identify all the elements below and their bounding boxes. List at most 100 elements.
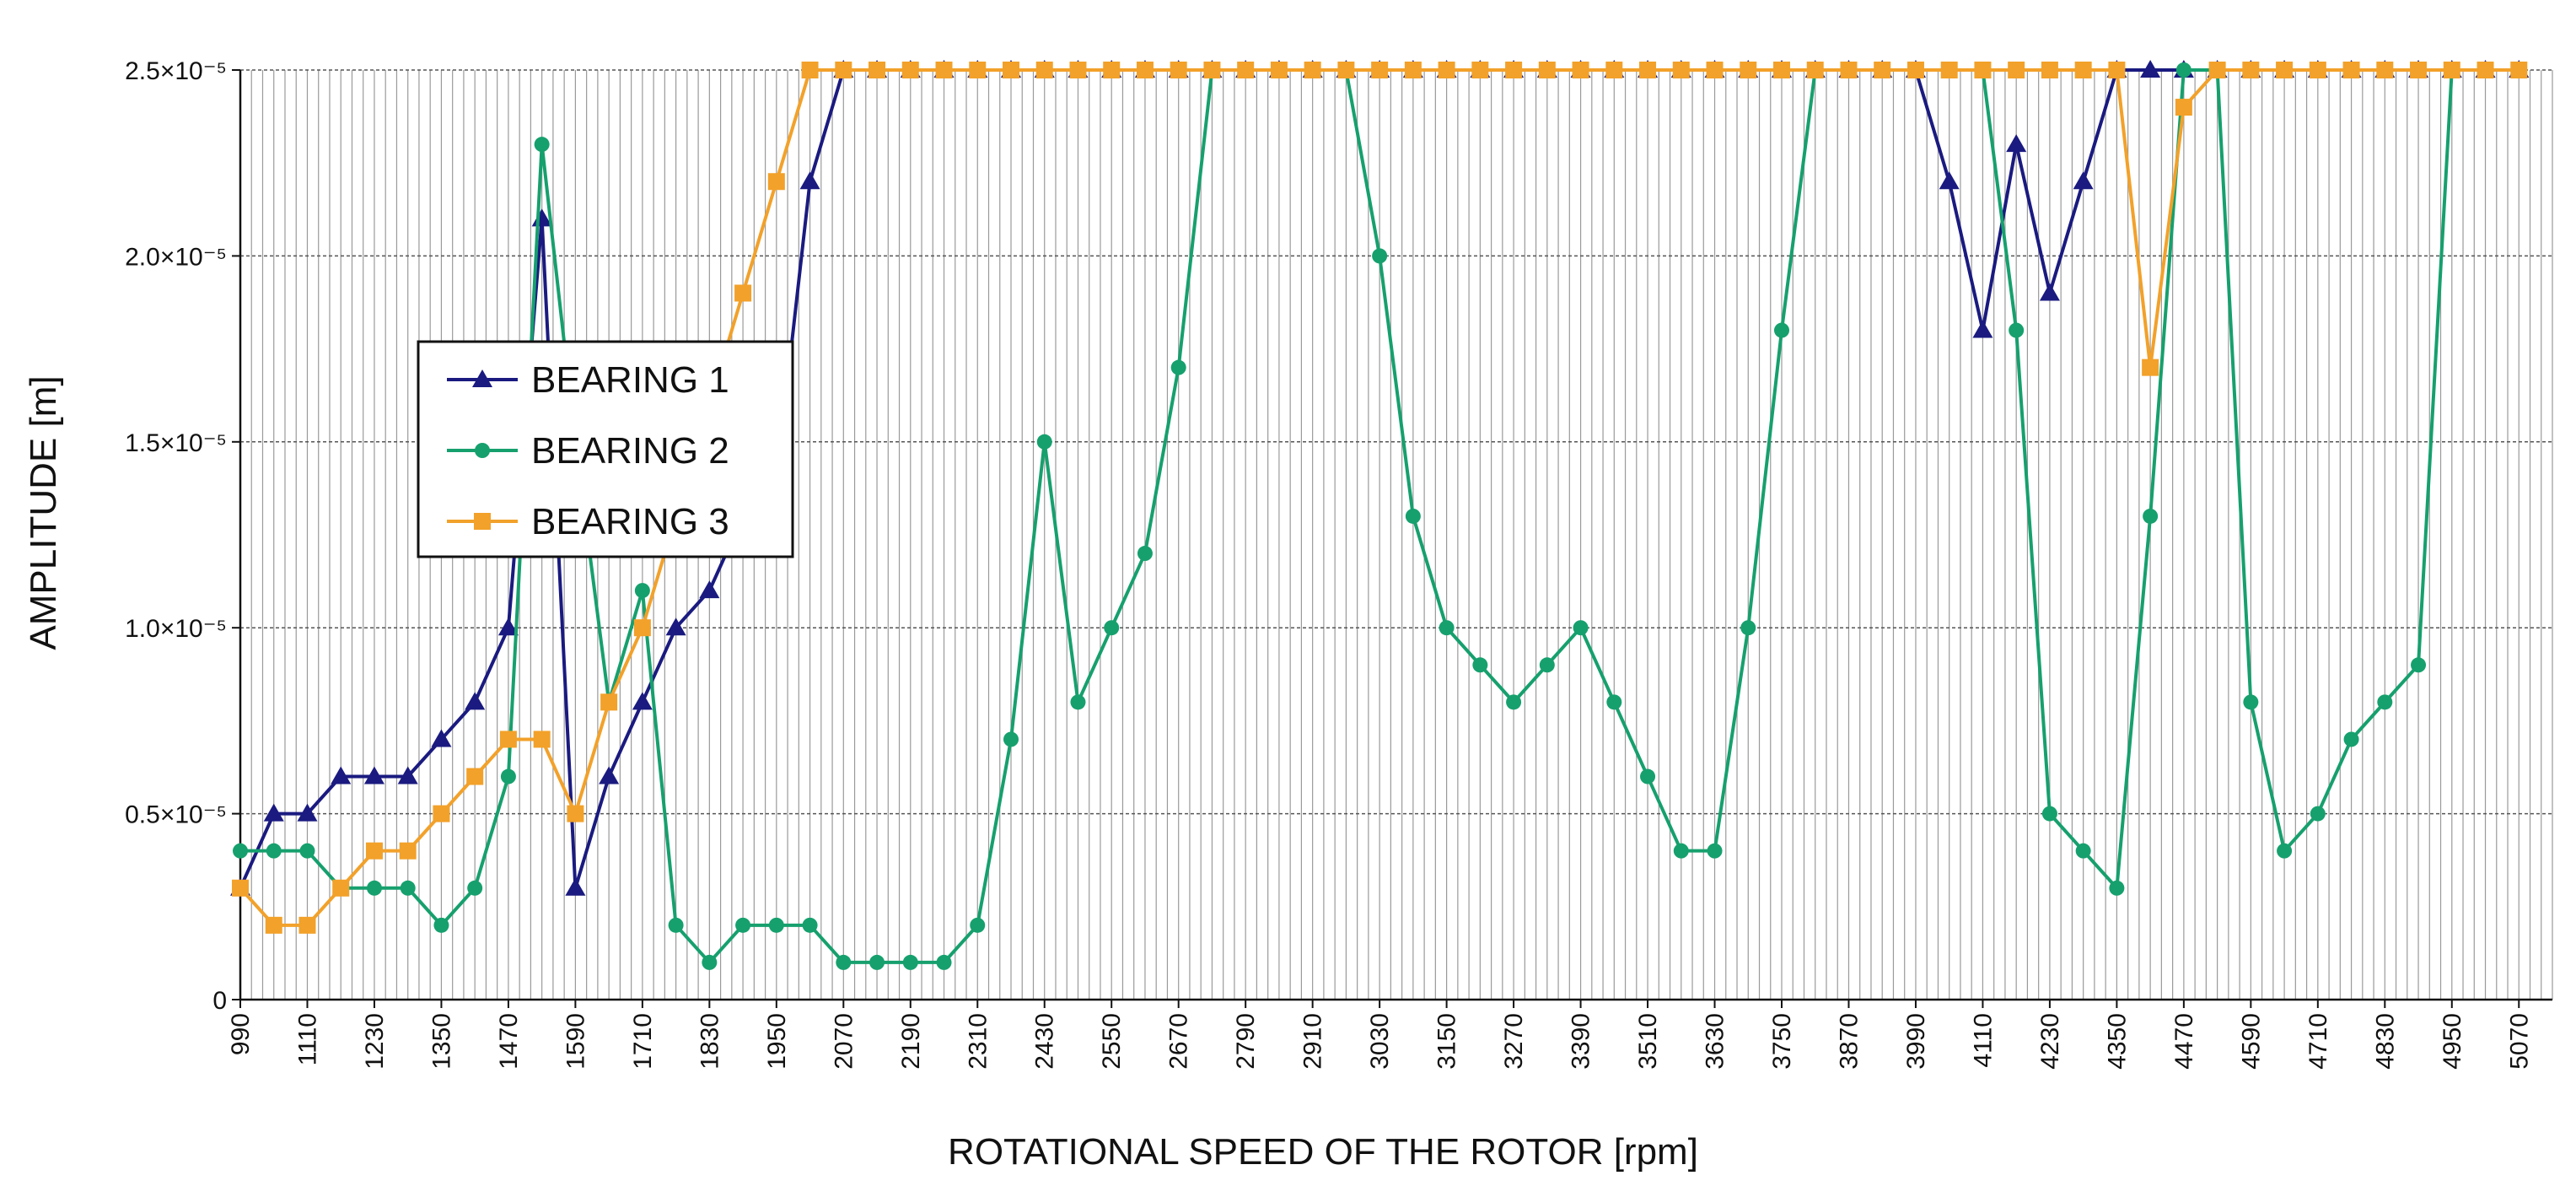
x-tick-label: 1710 (629, 1013, 657, 1070)
x-tick-label: 4830 (2371, 1013, 2399, 1070)
data-point (702, 954, 718, 970)
data-point (1740, 620, 1756, 636)
data-point (332, 879, 350, 897)
data-point (869, 62, 886, 78)
data-point (1673, 843, 1689, 859)
y-tick-label: 1.5×10⁻⁵ (125, 429, 227, 457)
data-point (365, 842, 383, 860)
data-point (2143, 508, 2159, 524)
data-point (1605, 62, 1623, 78)
data-point (1203, 62, 1221, 78)
data-point (1371, 62, 1389, 78)
data-point (265, 916, 282, 934)
data-point (2443, 62, 2460, 78)
x-tick-label: 3630 (1702, 1013, 1729, 1070)
data-point (1337, 62, 1355, 78)
data-point (1538, 62, 1556, 78)
legend-label: BEARING 1 (531, 359, 729, 401)
data-point (1070, 694, 1086, 710)
data-point (835, 62, 852, 78)
data-point (2108, 62, 2126, 78)
data-point (467, 880, 483, 896)
data-point (2109, 880, 2125, 896)
x-tick-label: 1470 (495, 1013, 523, 1070)
data-point (397, 766, 418, 785)
x-tick-label: 2310 (964, 1013, 992, 1070)
series-group (230, 60, 2530, 970)
x-tick-label: 4950 (2439, 1013, 2466, 1070)
data-point (1405, 508, 1421, 524)
x-tick-label: 3150 (1433, 1013, 1461, 1070)
data-point (1237, 62, 1255, 78)
grid (239, 69, 2553, 1000)
data-point (2243, 694, 2259, 710)
data-point (366, 880, 382, 896)
data-point (233, 843, 248, 859)
data-point (431, 729, 452, 747)
x-tick-label: 4470 (2170, 1013, 2198, 1070)
data-point (2041, 806, 2057, 822)
x-tick-label: 1830 (696, 1013, 723, 1070)
data-point (1707, 843, 1723, 859)
data-point (2276, 62, 2294, 78)
x-tick-label: 4710 (2304, 1013, 2332, 1070)
data-point (1035, 62, 1053, 78)
x-tick-label: 990 (227, 1013, 255, 1055)
x-tick-label: 4590 (2237, 1013, 2265, 1070)
x-tick-label: 2790 (1232, 1013, 1260, 1070)
x-tick-label: 3750 (1768, 1013, 1796, 1070)
data-point (466, 768, 484, 785)
legend-item: BEARING 3 (447, 501, 729, 542)
data-point (565, 877, 586, 896)
data-point (533, 731, 551, 748)
data-point (2006, 134, 2027, 153)
data-point (2208, 62, 2226, 78)
data-point (634, 583, 650, 599)
data-point (1404, 62, 1422, 78)
x-tick-label: 4230 (2036, 1013, 2064, 1070)
x-tick-label: 3270 (1500, 1013, 1528, 1070)
legend-marker (475, 443, 490, 458)
data-point (902, 954, 918, 970)
data-point (768, 917, 784, 933)
data-point (1972, 320, 1993, 338)
data-point (1773, 62, 1790, 78)
x-tick-label: 3030 (1366, 1013, 1394, 1070)
x-tick-label: 4350 (2103, 1013, 2131, 1070)
data-point (2073, 171, 2094, 190)
data-point (1639, 62, 1657, 78)
x-tick-label: 2190 (897, 1013, 925, 1070)
data-point (331, 766, 352, 785)
data-point (600, 693, 618, 711)
data-point (836, 954, 852, 970)
data-point (2175, 62, 2191, 78)
y-tick-label: 0.5×10⁻⁵ (125, 801, 227, 829)
data-point (1640, 768, 1656, 785)
data-point (567, 805, 584, 822)
data-point (1573, 620, 1589, 636)
y-tick-label: 1.0×10⁻⁵ (125, 615, 227, 643)
data-point (1974, 62, 1992, 78)
data-point (734, 284, 752, 302)
data-point (801, 62, 819, 78)
data-point (1036, 434, 1052, 450)
x-tick-label: 4110 (1969, 1013, 1997, 1068)
data-point (869, 954, 885, 970)
x-tick-label: 2910 (1299, 1013, 1327, 1070)
data-point (363, 766, 385, 785)
data-point (297, 803, 318, 822)
x-tick-label: 3990 (1902, 1013, 1930, 1070)
y-tick-label: 2.0×10⁻⁵ (125, 243, 227, 271)
data-point (400, 880, 416, 896)
data-point (1740, 62, 1757, 78)
data-point (1505, 62, 1523, 78)
data-point (1103, 62, 1121, 78)
tick-labels: 0 0.5×10⁻⁵ 1.0×10⁻⁵ 1.5×10⁻⁵ 2.0×10⁻⁵ 2.5×10⁻… (125, 57, 2533, 1070)
data-point (1438, 62, 1455, 78)
series-bearing-3 (232, 62, 2528, 934)
data-point (668, 917, 684, 933)
legend-marker (472, 369, 492, 387)
legend-item: BEARING 2 (447, 430, 729, 472)
data-point (1170, 359, 1186, 375)
